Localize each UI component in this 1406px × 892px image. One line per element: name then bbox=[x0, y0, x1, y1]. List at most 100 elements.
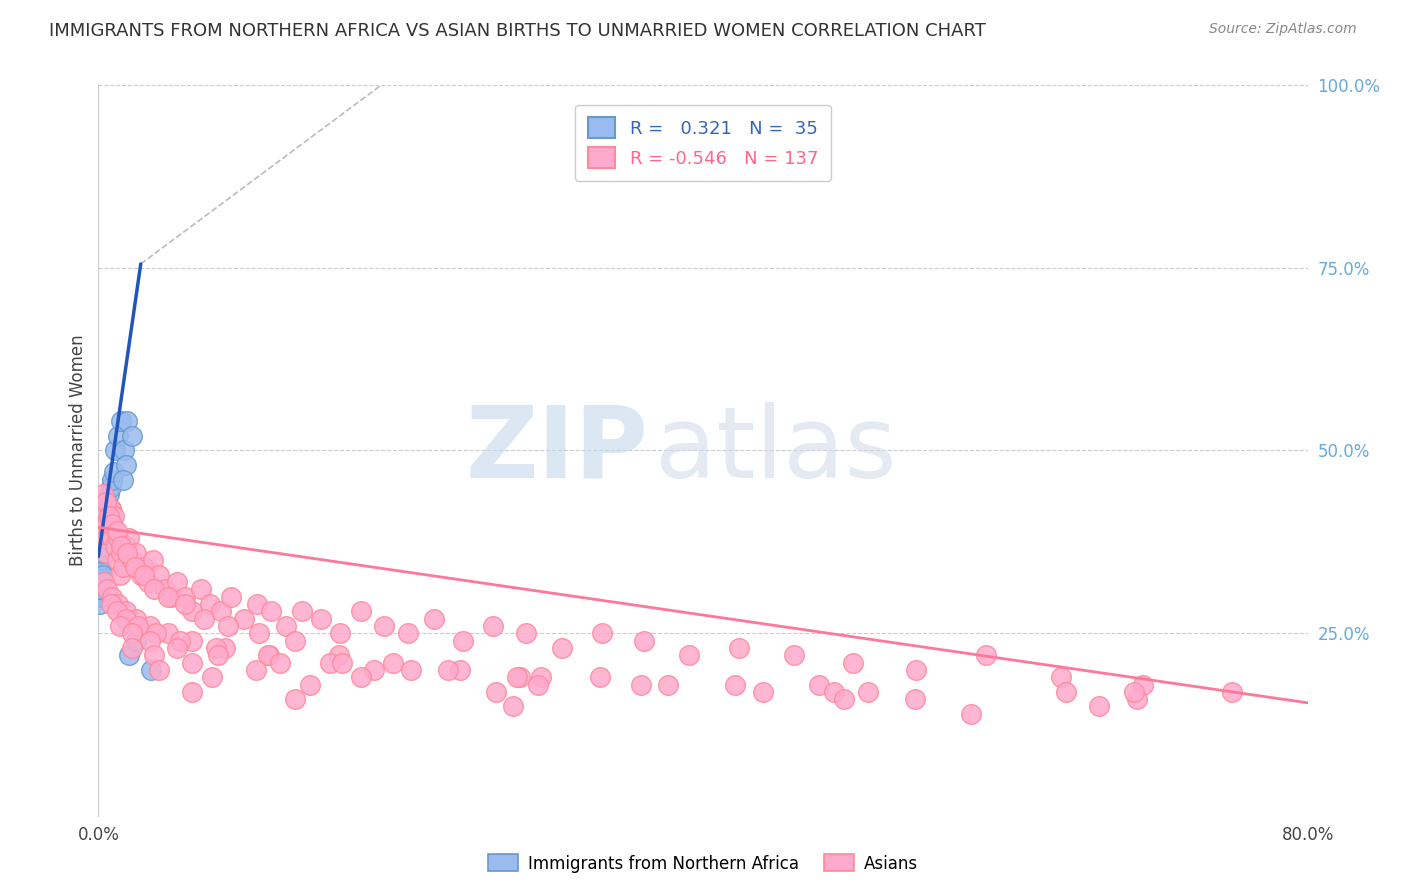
Point bbox=[107, 429, 129, 443]
Point bbox=[101, 531, 124, 545]
Point bbox=[98, 509, 121, 524]
Point bbox=[112, 443, 135, 458]
Point bbox=[678, 648, 700, 663]
Point bbox=[96, 516, 118, 531]
Point bbox=[110, 539, 132, 553]
Text: atlas: atlas bbox=[655, 402, 896, 499]
Legend: R =   0.321   N =  35, R = -0.546   N = 137: R = 0.321 N = 35, R = -0.546 N = 137 bbox=[575, 104, 831, 181]
Point bbox=[269, 656, 291, 670]
Point bbox=[143, 648, 166, 663]
Point bbox=[591, 626, 613, 640]
Point bbox=[217, 619, 239, 633]
Point bbox=[93, 502, 115, 516]
Point bbox=[129, 567, 152, 582]
Point bbox=[752, 685, 775, 699]
Point bbox=[156, 590, 179, 604]
Point bbox=[423, 612, 446, 626]
Point bbox=[127, 619, 149, 633]
Point bbox=[551, 640, 574, 655]
Point bbox=[181, 633, 204, 648]
Point bbox=[118, 531, 141, 545]
Point bbox=[100, 480, 122, 494]
Point bbox=[94, 494, 117, 508]
Text: IMMIGRANTS FROM NORTHERN AFRICA VS ASIAN BIRTHS TO UNMARRIED WOMEN CORRELATION C: IMMIGRANTS FROM NORTHERN AFRICA VS ASIAN… bbox=[49, 22, 986, 40]
Point bbox=[139, 633, 162, 648]
Point bbox=[141, 663, 163, 677]
Point bbox=[724, 677, 747, 691]
Point bbox=[181, 604, 204, 618]
Point bbox=[104, 539, 127, 553]
Point bbox=[506, 670, 529, 684]
Point bbox=[114, 612, 136, 626]
Point bbox=[832, 692, 855, 706]
Point bbox=[330, 656, 353, 670]
Point bbox=[148, 663, 170, 677]
Point bbox=[125, 546, 148, 560]
Point bbox=[449, 663, 471, 677]
Point bbox=[124, 560, 146, 574]
Point bbox=[309, 612, 332, 626]
Point bbox=[190, 582, 212, 597]
Point bbox=[205, 640, 228, 655]
Point bbox=[108, 567, 131, 582]
Point bbox=[115, 414, 138, 428]
Point bbox=[136, 575, 159, 590]
Point bbox=[114, 458, 136, 472]
Point bbox=[93, 524, 115, 538]
Point bbox=[94, 531, 117, 545]
Point bbox=[115, 546, 138, 560]
Point bbox=[125, 612, 148, 626]
Point bbox=[94, 502, 117, 516]
Point bbox=[1220, 685, 1243, 699]
Text: Source: ZipAtlas.com: Source: ZipAtlas.com bbox=[1209, 22, 1357, 37]
Point bbox=[485, 685, 508, 699]
Point bbox=[1132, 677, 1154, 691]
Point bbox=[209, 604, 232, 618]
Point bbox=[89, 560, 111, 574]
Point bbox=[974, 648, 997, 663]
Point bbox=[107, 531, 129, 545]
Point bbox=[96, 516, 118, 531]
Point bbox=[329, 626, 352, 640]
Y-axis label: Births to Unmarried Women: Births to Unmarried Women bbox=[69, 334, 87, 566]
Point bbox=[160, 590, 183, 604]
Point bbox=[382, 656, 405, 670]
Point bbox=[114, 604, 136, 618]
Point bbox=[132, 560, 155, 574]
Point bbox=[105, 604, 128, 618]
Point bbox=[90, 531, 112, 545]
Point bbox=[93, 575, 115, 590]
Point bbox=[93, 539, 115, 553]
Point bbox=[166, 640, 188, 655]
Point bbox=[214, 640, 236, 655]
Point bbox=[166, 575, 188, 590]
Point bbox=[118, 648, 141, 663]
Point bbox=[110, 414, 132, 428]
Point bbox=[143, 582, 166, 597]
Point bbox=[96, 582, 118, 597]
Point bbox=[91, 516, 114, 531]
Point bbox=[201, 670, 224, 684]
Point bbox=[91, 546, 114, 560]
Point bbox=[396, 626, 419, 640]
Point bbox=[91, 487, 114, 501]
Point bbox=[121, 640, 143, 655]
Point bbox=[1050, 670, 1073, 684]
Point bbox=[193, 612, 215, 626]
Point bbox=[103, 466, 125, 480]
Point bbox=[299, 677, 322, 691]
Point bbox=[169, 633, 191, 648]
Point bbox=[841, 656, 863, 670]
Point bbox=[91, 567, 114, 582]
Point bbox=[824, 685, 846, 699]
Point bbox=[318, 656, 340, 670]
Point bbox=[200, 597, 222, 611]
Point bbox=[633, 633, 655, 648]
Point bbox=[90, 582, 112, 597]
Point bbox=[153, 582, 176, 597]
Point bbox=[363, 663, 385, 677]
Point bbox=[530, 670, 553, 684]
Point bbox=[808, 677, 831, 691]
Point bbox=[256, 648, 278, 663]
Point bbox=[451, 633, 474, 648]
